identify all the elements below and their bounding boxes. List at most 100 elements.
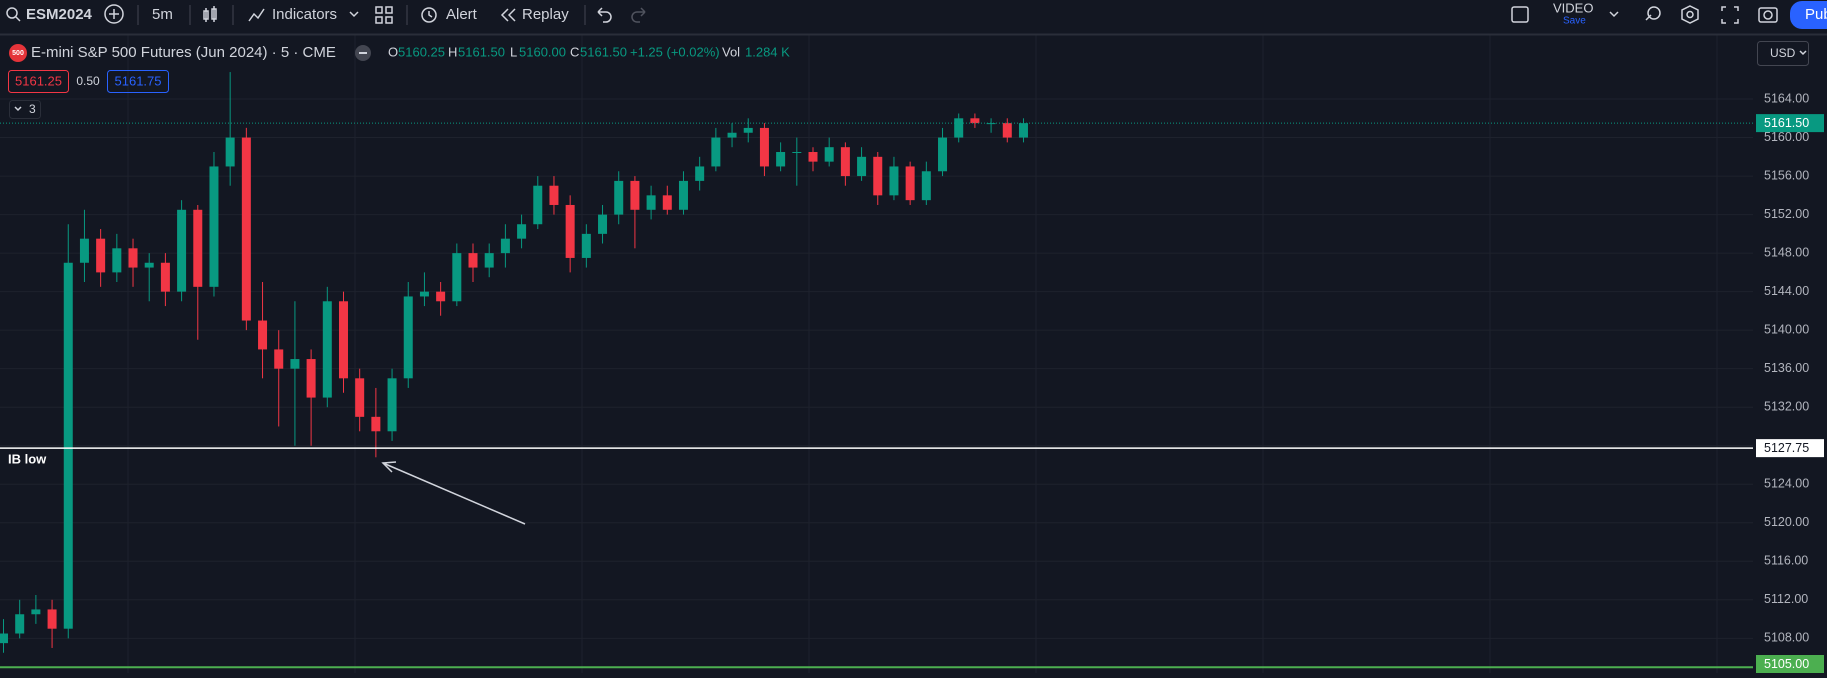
candle-body (824, 147, 834, 162)
snapshot[interactable] (1758, 7, 1778, 23)
candle-body (1002, 123, 1012, 138)
symbol-badge-text: 500 (12, 50, 24, 57)
redo[interactable] (631, 7, 646, 23)
layout-toggle[interactable] (1511, 6, 1529, 23)
settings (1686, 10, 1694, 19)
currency-box[interactable] (1757, 41, 1809, 66)
candle-body (873, 156, 883, 196)
open-value: 5160.25 (398, 44, 445, 59)
ib-low-label: IB low (8, 452, 47, 467)
candle-body (743, 127, 753, 133)
indicators-icon[interactable] (248, 8, 265, 22)
candle-body (695, 166, 705, 181)
open-label: O (388, 44, 398, 59)
close-label: C (570, 44, 579, 59)
y-tick-label: 5120.00 (1764, 515, 1809, 529)
spread: 0.50 (76, 74, 100, 88)
y-tick-label: 5132.00 (1764, 400, 1809, 414)
candle-body (970, 118, 980, 124)
ib_low-tag-label: 5127.75 (1764, 441, 1809, 455)
video[interactable]: VIDEO (1553, 0, 1593, 15)
candle-body (177, 209, 187, 292)
add-symbol[interactable] (104, 4, 124, 24)
candle-body (436, 291, 446, 302)
candle-body (938, 137, 948, 172)
y-tick-label: 5148.00 (1764, 245, 1809, 259)
bid[interactable]: 5161.25 (15, 73, 62, 88)
candle-body (808, 152, 818, 162)
bid-box[interactable] (8, 70, 69, 93)
candle-body (954, 118, 964, 138)
layouts[interactable] (375, 6, 393, 24)
candle-body (792, 152, 802, 154)
candle-body (31, 609, 41, 615)
vertical-grid (0, 35, 1753, 673)
candle-body (517, 224, 527, 239)
indicator-toggle (14, 106, 22, 112)
high-label: H (448, 44, 457, 59)
dropdown[interactable] (1609, 11, 1619, 18)
candle-body (241, 137, 251, 321)
dropdown[interactable] (349, 11, 359, 18)
low-value: 5160.00 (519, 44, 566, 59)
currency[interactable]: USD (1770, 46, 1796, 60)
replay[interactable]: Replay (522, 6, 569, 23)
candle-body (322, 301, 332, 398)
search-icon (15, 16, 21, 22)
undo[interactable] (597, 7, 612, 23)
y-tick-label: 5164.00 (1764, 91, 1809, 105)
candle-body (0, 633, 8, 644)
alert[interactable]: Alert (446, 6, 478, 23)
settings[interactable] (1681, 5, 1699, 24)
candle-body (630, 180, 640, 210)
alert-icon[interactable] (421, 7, 437, 23)
candle-body (776, 152, 786, 167)
y-tick-label: 5144.00 (1764, 284, 1809, 298)
lower_level-tag-label: 5105.00 (1764, 657, 1809, 671)
volume-label: Vol (722, 44, 740, 59)
candle-body (468, 253, 478, 268)
candle-body (549, 185, 559, 205)
publish[interactable]: Pub (1805, 6, 1827, 23)
high-value: 5161.50 (458, 44, 505, 59)
candle-body (96, 238, 106, 273)
candle-body (484, 253, 494, 268)
search-icon[interactable] (6, 7, 18, 19)
candle-body (646, 195, 656, 210)
candle-body (921, 171, 931, 201)
plot (0, 72, 1753, 669)
ask[interactable]: 5161.75 (115, 73, 162, 88)
candle-body (128, 248, 138, 268)
close-value: 5161.50 (580, 44, 627, 59)
y-tick-label: 5160.00 (1764, 130, 1809, 144)
arrow-head (381, 461, 397, 473)
lower_level-tag (1756, 655, 1824, 673)
change: +1.25 (+0.02%) (630, 44, 720, 59)
candle-body (290, 359, 300, 369)
replay-icon[interactable] (500, 8, 516, 22)
overlay: 5108.005112.005116.005120.005124.005128.… (8, 91, 1824, 673)
save[interactable]: Save (1563, 16, 1586, 27)
indicator-toggle[interactable] (9, 100, 41, 119)
price-axis (1753, 36, 1827, 673)
interval[interactable]: 5m (152, 6, 173, 23)
candle-body (387, 378, 397, 432)
last_price-tag (1756, 114, 1824, 133)
candle-body (857, 156, 867, 177)
chart-type[interactable] (203, 6, 217, 22)
publish-button[interactable] (1790, 1, 1827, 29)
indicator-count[interactable]: 3 (29, 102, 36, 116)
candle-body (565, 204, 575, 258)
candle-body (15, 614, 25, 634)
y-tick-label: 5156.00 (1764, 168, 1809, 182)
quick-search[interactable] (1645, 6, 1661, 21)
candle-body (614, 180, 624, 215)
fullscreen[interactable] (1721, 6, 1739, 24)
symbol[interactable]: ESM2024 (26, 6, 93, 23)
ask-box[interactable] (107, 70, 169, 93)
candle-body (225, 137, 235, 167)
add-symbol (109, 9, 119, 19)
indicators[interactable]: Indicators (272, 6, 337, 23)
y-tick-label: 5136.00 (1764, 361, 1809, 375)
